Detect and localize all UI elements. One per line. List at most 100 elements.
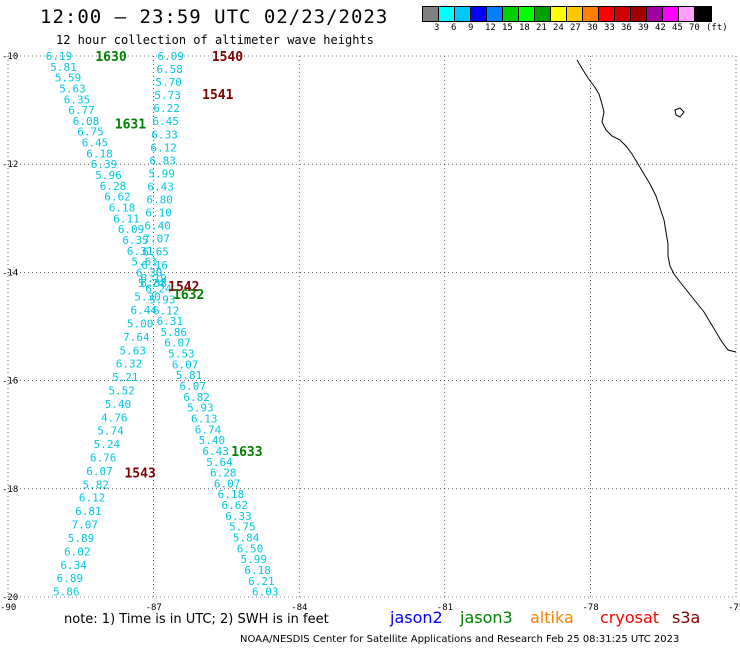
legend-swatch	[423, 7, 439, 21]
satellite-label: altika	[530, 608, 574, 627]
swh-value: 6.19	[46, 50, 73, 63]
legend-swatch	[567, 7, 583, 21]
legend-label: 33	[604, 23, 615, 33]
legend-label: 30	[587, 23, 598, 33]
swh-value: 4.76	[101, 411, 128, 424]
swh-value: 6.77	[68, 104, 95, 117]
swh-value: 6.07	[164, 337, 191, 350]
lon-label: -90	[0, 603, 16, 613]
swh-value: 6.09	[157, 50, 184, 63]
legend-swatch	[647, 7, 663, 21]
swh-value: 5.53	[168, 348, 195, 361]
swh-value: 6.03	[252, 586, 279, 599]
legend-label: 18	[519, 23, 530, 33]
legend-color-scale	[422, 6, 712, 22]
satellite-label: s3a	[672, 608, 701, 627]
swh-value: 6.34	[60, 559, 87, 572]
swh-value: 5.63	[119, 344, 146, 357]
swh-value: 5.96	[95, 169, 122, 182]
lon-label: -84	[291, 603, 307, 613]
swh-value: 5.30	[134, 291, 161, 304]
swh-value: 6.24	[145, 283, 172, 296]
legend-swatch	[519, 7, 535, 21]
swh-value: 5.86	[160, 326, 187, 339]
lat-label: -12	[2, 160, 18, 170]
map-title: 12:00 – 23:59 UTC 02/23/2023	[40, 6, 389, 28]
pass-label: 1543	[124, 467, 155, 482]
legend-swatch	[615, 7, 631, 21]
lat-label: -16	[2, 377, 18, 387]
legend-swatch	[679, 7, 695, 21]
swh-value: 6.38	[140, 277, 167, 290]
swh-value: 5.63	[59, 82, 86, 95]
swh-value: 6.80	[146, 194, 173, 207]
lat-label: -20	[2, 593, 18, 603]
swh-value: 6.65	[142, 246, 169, 259]
swh-value: 6.45	[152, 115, 179, 128]
legend-label: 45	[672, 23, 683, 33]
swh-value: 6.16	[141, 259, 168, 272]
swh-value: 5.89	[68, 532, 95, 545]
legend-label: 24	[553, 23, 564, 33]
axis-labels: -10 -12 -14 -16 -18 -20-90 -87 -84 -81 -78 -75	[0, 52, 740, 613]
legend-swatch	[535, 7, 551, 21]
lon-label: -78	[582, 603, 598, 613]
swh-value: 6.62	[104, 191, 131, 204]
pass-label: 1631	[115, 118, 146, 133]
swh-value: 6.50	[237, 542, 264, 555]
swh-value: 5.93	[149, 293, 176, 306]
swh-value: 6.39	[91, 158, 118, 171]
legend-label: 15	[502, 23, 513, 33]
swh-value: 5.86	[53, 586, 80, 599]
swh-value: 6.18	[86, 147, 113, 160]
pass-label: 1630	[95, 50, 126, 65]
swh-value: 6.28	[210, 467, 237, 480]
swh-value: 6.31	[157, 315, 184, 328]
swh-value: 5.40	[105, 398, 132, 411]
pass-label: 1633	[231, 445, 262, 460]
lon-label: -87	[146, 603, 162, 613]
lon-label: -81	[437, 603, 453, 613]
swh-value: 6.28	[100, 180, 127, 193]
swh-value: 6.07	[214, 477, 241, 490]
satellite-label: cryosat	[600, 608, 660, 627]
swh-value: 6.09	[118, 223, 145, 236]
legend-label: 6	[451, 23, 457, 33]
swh-value: 5.52	[108, 384, 135, 397]
swh-value: 7.07	[143, 233, 170, 246]
swh-value: 6.07	[180, 380, 207, 393]
swh-value: 6.74	[195, 423, 222, 436]
swh-value: 5.59	[55, 72, 82, 85]
pass-label: 1540	[212, 50, 243, 65]
swh-value: 5.74	[97, 425, 124, 438]
legend-label: 21	[536, 23, 547, 33]
swh-value: 5.82	[83, 478, 110, 491]
track-b: 5.745.306.445.007.645.636.325.215.525.40…	[53, 277, 165, 598]
legend-swatch	[663, 7, 679, 21]
grid-lines	[7, 55, 737, 598]
legend-swatch	[503, 7, 519, 21]
legend-label: 12	[485, 23, 496, 33]
legend-label: 39	[638, 23, 649, 33]
swh-value: 6.75	[77, 126, 104, 139]
swh-value: 6.07	[86, 465, 113, 478]
pass-label: 1632	[173, 288, 204, 303]
swh-value: 5.75	[229, 521, 256, 534]
swh-value: 6.40	[144, 220, 171, 233]
satellite-label: jason3	[460, 608, 513, 627]
island-outline	[674, 107, 685, 118]
swh-value: 6.13	[191, 412, 218, 425]
legend-swatch	[631, 7, 647, 21]
map-subtitle: 12 hour collection of altimeter wave hei…	[56, 33, 374, 47]
swh-value: 6.11	[113, 212, 140, 225]
swh-value: 6.33	[225, 510, 252, 523]
swh-value: 6.08	[73, 115, 100, 128]
swh-value: 6.30	[136, 266, 163, 279]
lat-label: -14	[2, 268, 18, 278]
swh-value: 6.58	[156, 63, 183, 76]
swh-value: 5.73	[154, 89, 181, 102]
swh-value: 6.43	[147, 180, 174, 193]
swh-value: 6.43	[202, 445, 229, 458]
lat-label: -18	[2, 485, 18, 495]
